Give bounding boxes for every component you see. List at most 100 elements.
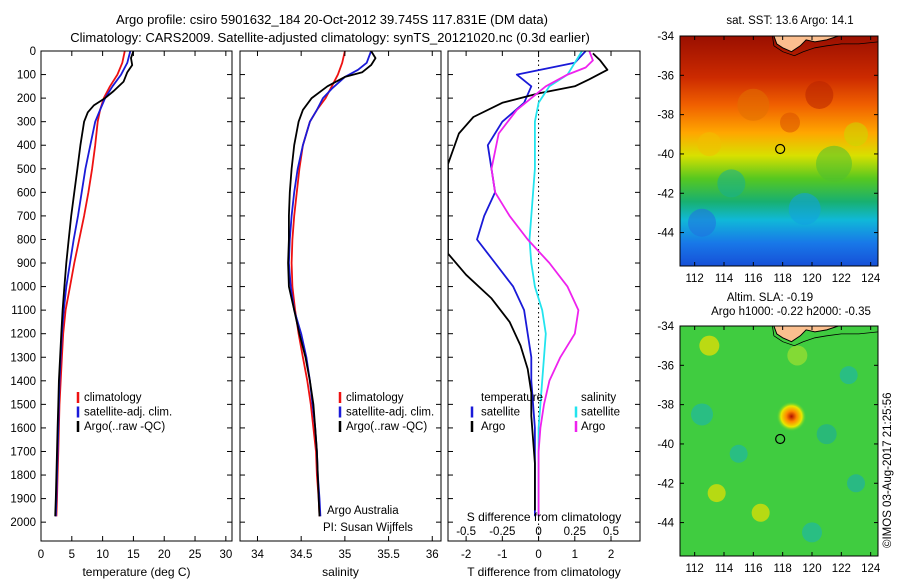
map-y-tick-label: -44 (657, 228, 674, 240)
map-y-tick-label: -36 (657, 70, 674, 82)
map-x-tick-label: 124 (861, 563, 881, 575)
x-axis-label: salinity (322, 565, 359, 579)
sst-patch (780, 112, 800, 133)
sst-patch (697, 132, 722, 157)
x-tick-label: 1 (572, 549, 578, 561)
sla-map-panel: 112 114 116 118 120 122 124 -34 -36 -38 -40 -42 -44 A… (657, 292, 880, 575)
y-tick-label: 1900 (10, 494, 36, 506)
legend-label: satellite (581, 407, 620, 419)
sla-patch (787, 345, 808, 366)
x-tick-label: 34.5 (290, 549, 312, 561)
map-y-tick-label: -42 (657, 478, 674, 490)
y-tick-label: 1400 (10, 376, 36, 388)
y-tick-label: 300 (17, 117, 36, 129)
map-y-tick-label: -34 (657, 321, 674, 333)
x-tick-label: 20 (158, 549, 171, 561)
x-tick-label: 10 (96, 549, 109, 561)
sst-map-panel: 112 114 116 118 120 122 124 -34 -36 -38 -40 -42 -44 s… (657, 15, 880, 285)
map-y-tick-label: -40 (657, 149, 674, 161)
isobath-line (772, 36, 878, 57)
y-tick-label: 600 (17, 187, 36, 199)
x-top-tick-label: 0.5 (603, 526, 619, 538)
y-tick-label: 1600 (10, 423, 36, 435)
series-group (448, 51, 609, 517)
x-axis-label: T difference from climatology (467, 565, 621, 579)
credit-text: ©IMOS 03-Aug-2017 21:25:56 (882, 392, 894, 548)
plot-frame (40, 50, 233, 542)
map-x-tick-label: 120 (802, 563, 821, 575)
figure-title-line2: Climatology: CARS2009. Satellite-adjuste… (70, 30, 590, 45)
x-tick-label: 36 (426, 549, 439, 561)
series-group (287, 51, 377, 517)
sla-patch (816, 424, 837, 445)
map-y-tick-label: -38 (657, 400, 674, 412)
sla-field (680, 326, 878, 556)
plot-frame (447, 50, 641, 542)
y-tick-label: 400 (17, 140, 36, 152)
y-tick-label: 100 (17, 70, 36, 82)
y-tick-label: 1800 (10, 470, 36, 482)
sla-patch (707, 484, 726, 503)
annotation-line1: Argo Australia (327, 505, 399, 517)
x-tick-label: 34 (251, 549, 264, 561)
map-frame (679, 35, 879, 267)
map-x-tick-label: 122 (832, 273, 851, 285)
sla-anomaly (776, 401, 807, 432)
map-field (680, 36, 878, 266)
y-tick-label: 0 (30, 46, 36, 58)
sla-patch (691, 403, 713, 426)
map-x-tick-label: 118 (773, 273, 791, 285)
sla-map-title-line2: Argo h1000: -0.22 h2000: -0.35 (711, 306, 871, 318)
sla-patch (839, 366, 858, 385)
legend-label: Argo (581, 421, 605, 433)
map-frame (679, 325, 879, 557)
series-line-argo (287, 51, 377, 517)
x-tick-label: -1 (497, 549, 507, 561)
x-tick-label: 2 (608, 549, 614, 561)
sla-patch (699, 335, 720, 356)
x-tick-label: 0 (535, 549, 541, 561)
legend-heading-temperature: temperature (481, 392, 543, 404)
isobath-line (772, 326, 878, 347)
y-tick-label: 1300 (10, 352, 36, 364)
series-line-s-satellite (528, 51, 583, 517)
land-mass (773, 36, 839, 53)
x-tick-label: 15 (127, 549, 140, 561)
x-axis-label: temperature (deg C) (82, 565, 190, 579)
sla-patch (847, 474, 865, 493)
annotation-line2: PI: Susan Wijffels (323, 522, 413, 534)
series-line-t-argo (448, 52, 609, 511)
legend-label: Argo (481, 421, 505, 433)
x-top-tick-label: -0.25 (489, 526, 515, 538)
y-tick-label: 1700 (10, 446, 36, 458)
sst-patch (844, 122, 868, 147)
legend-heading-salinity: salinity (581, 392, 616, 404)
x-tick-label: -2 (461, 549, 471, 561)
series-line-climatology (290, 51, 346, 517)
map-x-tick-label: 118 (773, 563, 791, 575)
y-tick-label: 900 (17, 258, 36, 270)
y-tick-label: 200 (17, 93, 36, 105)
salinity-panel: 34 34.5 35 35.5 36 salinity climatology satelli… (239, 50, 442, 579)
sla-patch (802, 522, 822, 543)
series-line-s-argo (490, 51, 594, 517)
legend-label: Argo(..raw -QC) (346, 421, 427, 433)
map-y-tick-label: -44 (657, 518, 674, 530)
x-tick-label: 30 (219, 549, 232, 561)
sla-map-title-line1: Altim. SLA: -0.19 (727, 292, 813, 304)
plot-area (448, 51, 640, 541)
argo-location-marker (775, 433, 786, 445)
map-x-tick-label: 116 (744, 273, 762, 285)
x-tick-label: 5 (69, 549, 75, 561)
figure-title-line1: Argo profile: csiro 5901632_184 20-Oct-2… (116, 12, 548, 27)
map-x-tick-label: 114 (715, 563, 734, 575)
y-tick-label: 500 (17, 164, 36, 176)
sla-patch (729, 444, 748, 463)
map-x-tick-label: 114 (715, 273, 734, 285)
sst-patch (737, 88, 770, 121)
sst-patch (805, 80, 834, 109)
map-x-tick-label: 120 (802, 273, 821, 285)
map-x-tick-label: 122 (832, 563, 851, 575)
map-x-tick-label: 112 (685, 273, 703, 285)
temperature-panel: 0 5 10 15 20 25 30 temperature (deg C) 0 100 200 30… (10, 46, 233, 579)
